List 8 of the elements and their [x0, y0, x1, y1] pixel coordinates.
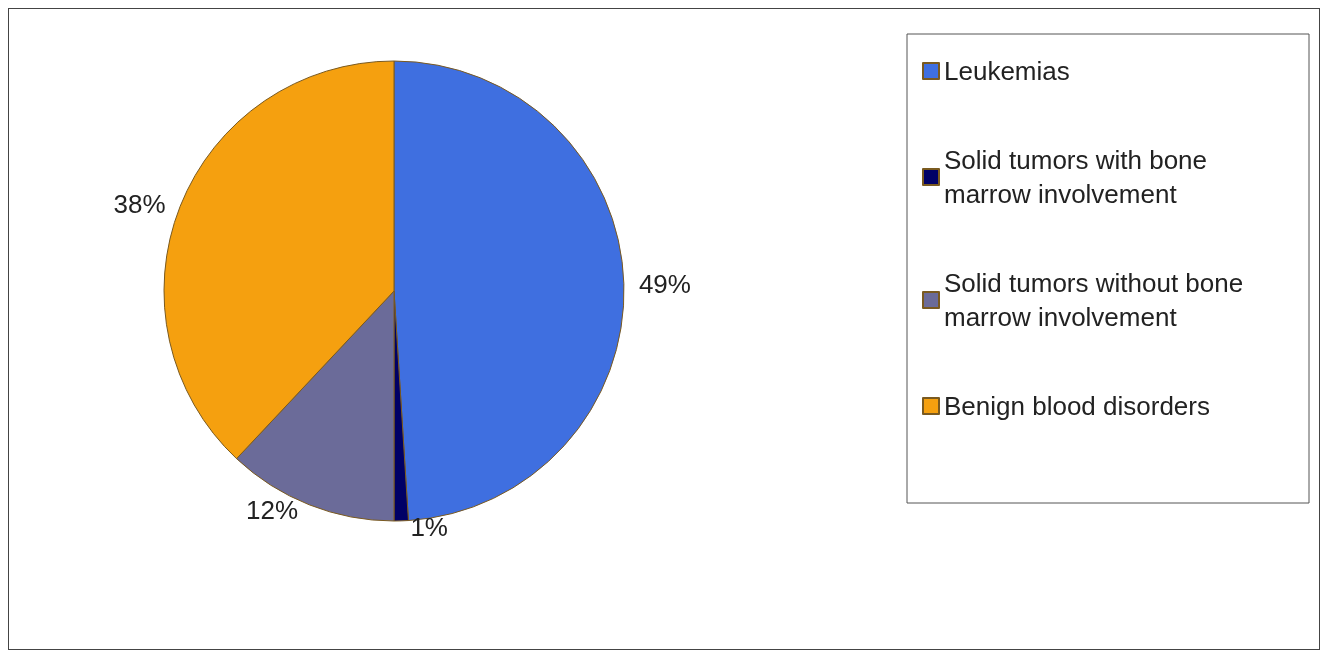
legend-label: Benign blood disorders [944, 391, 1210, 421]
data-label: 12% [246, 495, 299, 526]
legend-label: Leukemias [944, 56, 1070, 86]
legend-label: Solid tumors with bone marrow involvement [944, 145, 1215, 209]
legend-label: Solid tumors without bone marrow involvement [944, 268, 1251, 332]
data-label: 49% [638, 268, 691, 299]
data-label: 1% [410, 511, 448, 542]
data-label: 38% [113, 189, 166, 220]
